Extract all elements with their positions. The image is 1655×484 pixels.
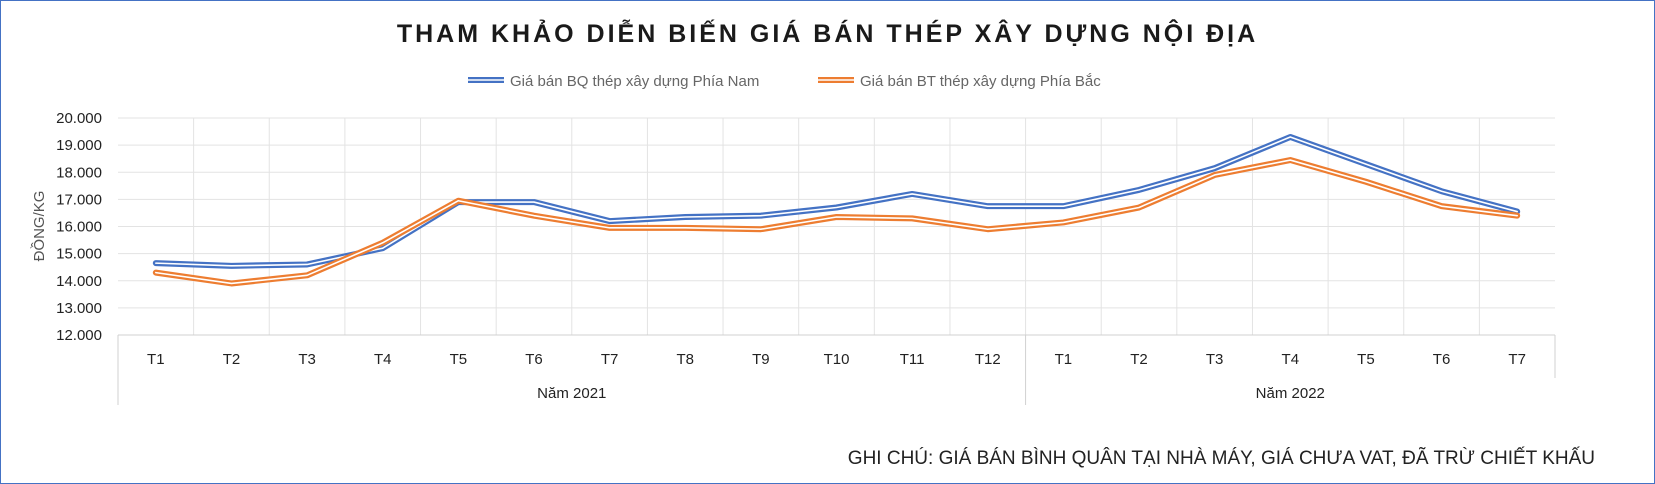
- series-line-2: [152, 157, 1521, 287]
- series-lines: [152, 133, 1521, 287]
- x-tick-label: T1: [147, 351, 165, 368]
- x-tick-label: T4: [1282, 351, 1300, 368]
- y-tick-label: 15.000: [56, 246, 102, 263]
- x-tick-label: T3: [1206, 351, 1224, 368]
- legend-label: Giá bán BQ thép xây dựng Phía Nam: [510, 73, 759, 90]
- y-tick-label: 16.000: [56, 219, 102, 236]
- x-tick-label: T12: [975, 351, 1001, 368]
- x-tick-label: T8: [676, 351, 694, 368]
- x-tick-label: T9: [752, 351, 770, 368]
- x-tick-label: T6: [525, 351, 543, 368]
- x-tick-label: T10: [824, 351, 850, 368]
- y-tick-label: 18.000: [56, 164, 102, 181]
- x-tick-label: T4: [374, 351, 392, 368]
- x-tick-label: T7: [601, 351, 619, 368]
- series-line-inner-2: [155, 159, 1518, 285]
- x-tick-label: T6: [1433, 351, 1451, 368]
- y-axis-label: ĐỒNG/KG: [30, 191, 48, 262]
- y-tick-label: 17.000: [56, 191, 102, 208]
- x-tick-label: T11: [900, 351, 925, 368]
- x-tick-label: T3: [298, 351, 316, 368]
- x-tick-label: T1: [1055, 351, 1073, 368]
- legend: Giá bán BQ thép xây dựng Phía Nam Giá bán…: [468, 73, 1101, 90]
- footnote: GHI CHÚ: GIÁ BÁN BÌNH QUÂN TẠI NHÀ MÁY, …: [847, 448, 1595, 469]
- x-group-label: Năm 2021: [537, 385, 606, 402]
- y-tick-label: 12.000: [56, 327, 102, 344]
- x-axis: T1 T2 T3 T4 T5 T6 T7 T8 T9 T10 T11 T12 T1 T2 T3 T4 T5 T6 T…: [117, 334, 1556, 405]
- x-tick-label: T5: [450, 351, 468, 368]
- y-tick-label: 13.000: [56, 300, 102, 317]
- x-tick-label: T7: [1508, 351, 1526, 368]
- grid: [118, 117, 1555, 336]
- x-group-label: Năm 2022: [1256, 385, 1325, 402]
- series-line-inner-1: [155, 136, 1518, 267]
- x-tick-label: T5: [1357, 351, 1375, 368]
- y-tick-label: 20.000: [56, 110, 102, 127]
- legend-label: Giá bán BT thép xây dựng Phía Bắc: [860, 73, 1101, 90]
- y-tick-label: 19.000: [56, 137, 102, 154]
- series-line-1: [152, 133, 1521, 269]
- x-tick-label: T2: [223, 351, 241, 368]
- chart-title: THAM KHẢO DIỄN BIẾN GIÁ BÁN THÉP XÂY DỰN…: [396, 20, 1259, 48]
- x-tick-label: T2: [1130, 351, 1148, 368]
- y-axis-ticks: 12.000 13.000 14.000 15.000 16.000 17.000 18.0…: [56, 110, 102, 344]
- y-tick-label: 14.000: [56, 273, 102, 290]
